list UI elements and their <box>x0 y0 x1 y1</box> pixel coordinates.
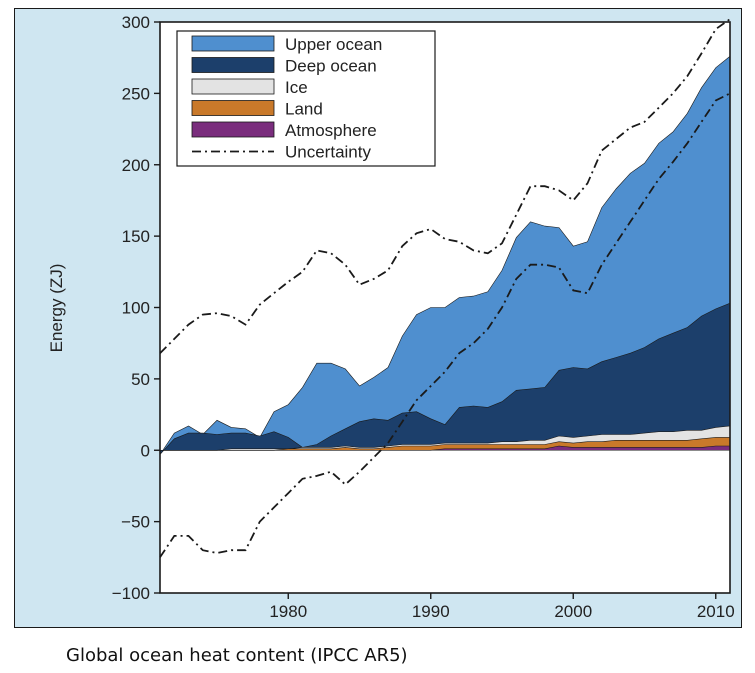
y-tick-label: 300 <box>122 13 150 32</box>
uncertainty-upper-line <box>159 18 731 354</box>
y-axis-label: Energy (ZJ) <box>47 264 66 353</box>
ocean-heat-chart: −100 −50 0 50 100 150 200 250 300 1980 1990 2000 201… <box>47 13 735 621</box>
x-tick-label: 1990 <box>412 602 450 621</box>
y-tick-label: 200 <box>122 156 150 175</box>
x-tick-label: 1980 <box>269 602 307 621</box>
y-tick-label: 0 <box>141 441 150 460</box>
area-atmosphere <box>159 445 731 451</box>
y-tick-label: 50 <box>131 370 150 389</box>
legend-swatch-ice <box>191 78 275 95</box>
legend-label: Uncertainty <box>285 143 371 162</box>
legend-swatch-upper-ocean <box>191 35 275 52</box>
figure-caption: Global ocean heat content (IPCC AR5) <box>66 645 408 666</box>
legend-label: Land <box>285 100 323 119</box>
legend-box <box>176 30 436 167</box>
x-tick-label: 2000 <box>554 602 592 621</box>
legend-label: Deep ocean <box>285 57 377 76</box>
legend-label: Upper ocean <box>285 35 382 54</box>
area-upper-ocean <box>159 55 731 456</box>
y-tick-label: −100 <box>112 584 150 603</box>
legend-label: Ice <box>285 78 308 97</box>
y-tick-label: 100 <box>122 299 150 318</box>
y-tick-label: 250 <box>122 84 150 103</box>
legend-swatch-land <box>191 100 275 116</box>
legend-label: Atmosphere <box>285 121 377 140</box>
legend-swatch-deep-ocean <box>191 57 275 73</box>
legend-swatch-atmosphere <box>191 121 275 138</box>
y-tick-label: 150 <box>122 227 150 246</box>
y-tick-label: −50 <box>121 513 150 532</box>
area-deep-ocean <box>159 302 731 456</box>
x-tick-label: 2010 <box>697 602 735 621</box>
